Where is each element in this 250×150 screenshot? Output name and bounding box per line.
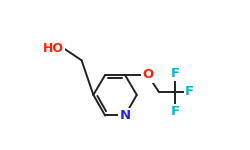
Text: O: O	[142, 69, 154, 81]
Text: F: F	[185, 85, 194, 98]
Text: F: F	[170, 105, 179, 118]
Text: HO: HO	[43, 42, 64, 55]
Text: N: N	[120, 109, 130, 122]
Text: F: F	[170, 67, 179, 80]
